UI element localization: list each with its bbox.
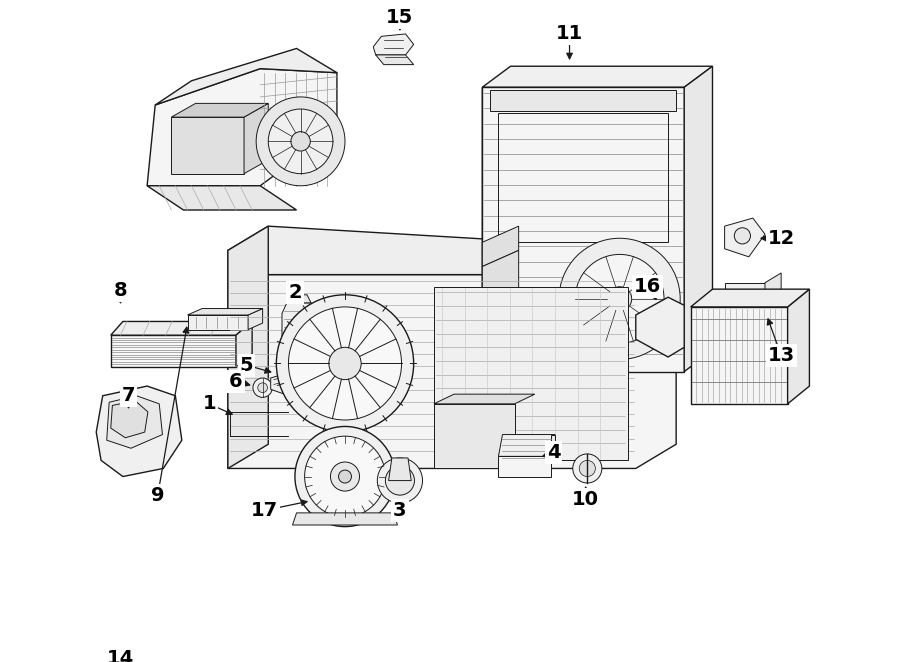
Text: 17: 17 xyxy=(251,501,278,520)
Polygon shape xyxy=(434,287,627,460)
Polygon shape xyxy=(389,458,411,481)
Text: 7: 7 xyxy=(122,386,135,405)
Polygon shape xyxy=(499,456,551,477)
Polygon shape xyxy=(171,117,244,173)
Text: 14: 14 xyxy=(107,649,134,662)
Polygon shape xyxy=(236,322,252,367)
Polygon shape xyxy=(271,371,298,394)
Polygon shape xyxy=(765,273,781,335)
Polygon shape xyxy=(374,34,414,55)
Polygon shape xyxy=(228,226,676,275)
Polygon shape xyxy=(434,404,515,469)
Polygon shape xyxy=(434,394,535,404)
Text: 6: 6 xyxy=(230,372,243,391)
Polygon shape xyxy=(248,308,263,330)
Circle shape xyxy=(253,378,273,397)
Polygon shape xyxy=(147,69,337,186)
Circle shape xyxy=(295,426,395,526)
Text: 8: 8 xyxy=(113,281,127,301)
Polygon shape xyxy=(287,295,311,303)
Circle shape xyxy=(559,238,680,359)
Text: 10: 10 xyxy=(572,490,599,508)
Polygon shape xyxy=(482,87,518,394)
Circle shape xyxy=(256,97,345,186)
Polygon shape xyxy=(482,226,518,267)
Text: 4: 4 xyxy=(546,443,560,462)
Text: 5: 5 xyxy=(239,355,253,375)
Circle shape xyxy=(580,460,596,477)
Polygon shape xyxy=(171,103,268,117)
Circle shape xyxy=(608,287,632,311)
Polygon shape xyxy=(147,186,296,210)
Text: 3: 3 xyxy=(393,501,407,520)
Circle shape xyxy=(575,254,664,344)
Circle shape xyxy=(257,383,267,393)
Polygon shape xyxy=(724,218,765,257)
Circle shape xyxy=(377,458,422,503)
Text: 15: 15 xyxy=(386,8,413,27)
Text: 2: 2 xyxy=(288,283,302,302)
Circle shape xyxy=(328,348,361,379)
Polygon shape xyxy=(244,103,268,173)
Polygon shape xyxy=(482,250,518,291)
Polygon shape xyxy=(228,226,268,469)
Circle shape xyxy=(338,470,352,483)
Circle shape xyxy=(289,307,401,420)
Polygon shape xyxy=(491,91,676,111)
Polygon shape xyxy=(499,434,555,456)
Polygon shape xyxy=(551,434,555,456)
Polygon shape xyxy=(292,513,398,525)
Circle shape xyxy=(385,466,415,495)
Polygon shape xyxy=(187,315,248,330)
Circle shape xyxy=(304,436,385,517)
Polygon shape xyxy=(111,322,252,335)
Polygon shape xyxy=(228,250,676,469)
Polygon shape xyxy=(724,283,765,335)
Text: 9: 9 xyxy=(151,487,165,505)
Polygon shape xyxy=(111,335,236,367)
Polygon shape xyxy=(107,396,163,448)
Circle shape xyxy=(291,132,310,151)
Polygon shape xyxy=(482,66,713,87)
Text: 13: 13 xyxy=(768,346,795,365)
Circle shape xyxy=(572,454,602,483)
Circle shape xyxy=(268,109,333,173)
Text: 1: 1 xyxy=(202,395,216,413)
Polygon shape xyxy=(375,55,414,65)
Polygon shape xyxy=(482,87,684,371)
Polygon shape xyxy=(187,308,263,315)
Polygon shape xyxy=(96,386,182,477)
Text: 12: 12 xyxy=(768,229,795,248)
Circle shape xyxy=(276,295,414,432)
Circle shape xyxy=(330,462,359,491)
Polygon shape xyxy=(690,307,788,404)
Polygon shape xyxy=(788,289,809,404)
Circle shape xyxy=(734,228,751,244)
Text: 16: 16 xyxy=(634,277,662,296)
Polygon shape xyxy=(155,48,337,105)
Polygon shape xyxy=(635,297,684,357)
Polygon shape xyxy=(690,289,809,307)
Polygon shape xyxy=(282,303,317,355)
Polygon shape xyxy=(684,66,713,371)
Text: 11: 11 xyxy=(556,24,583,44)
Polygon shape xyxy=(111,401,148,438)
